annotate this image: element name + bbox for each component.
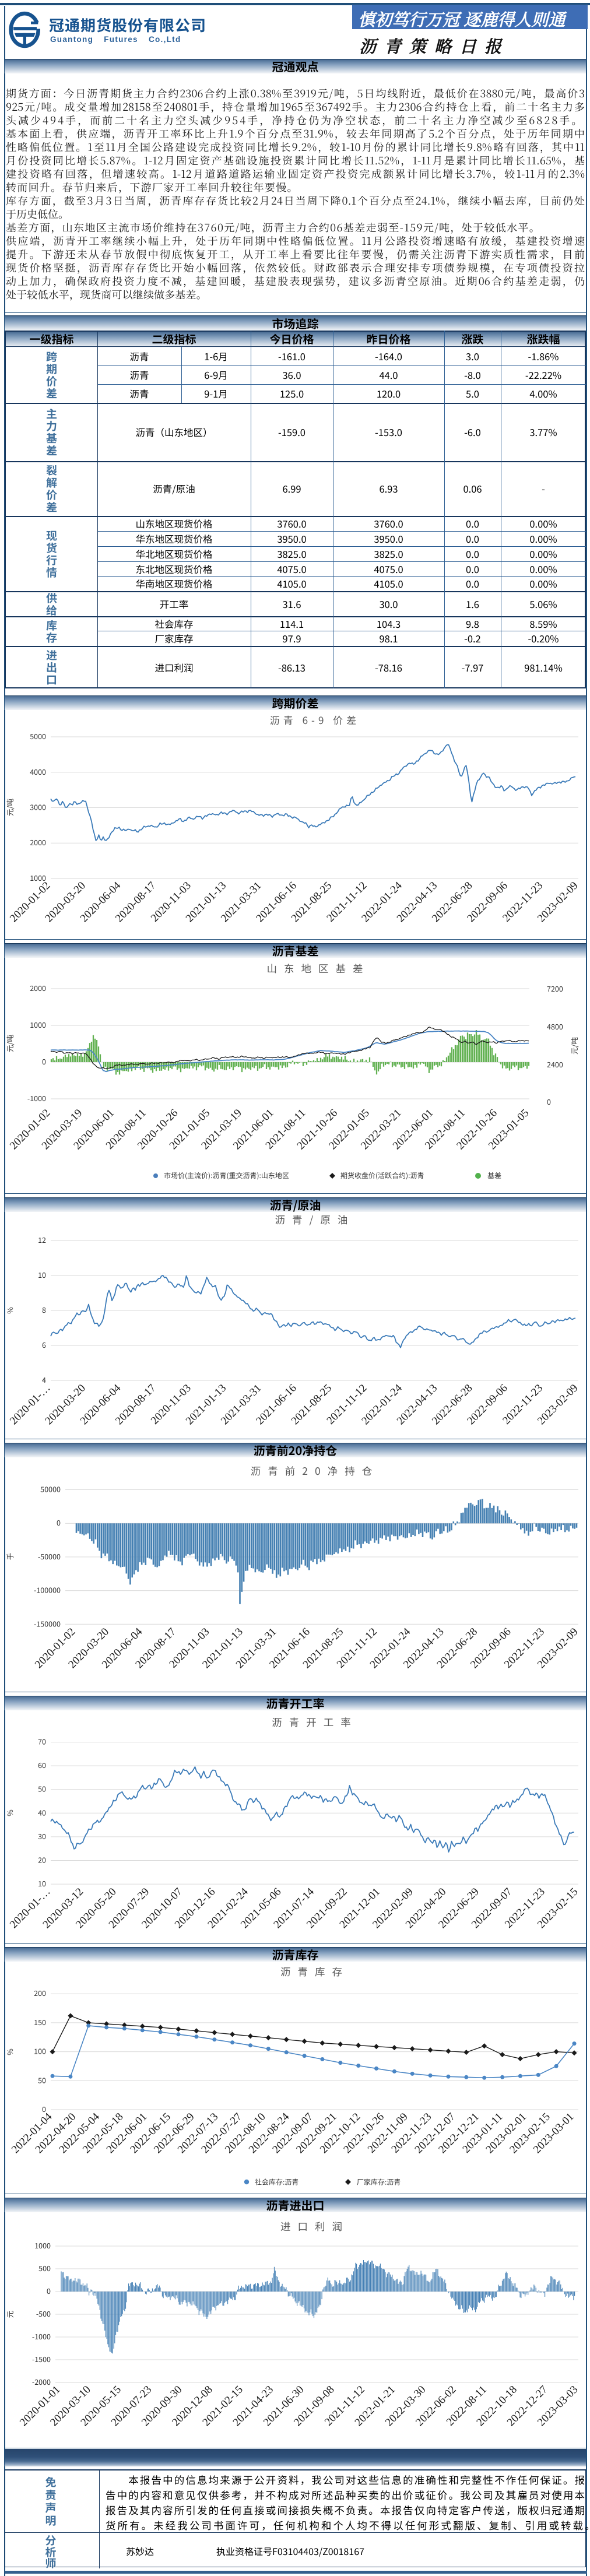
svg-text:沥青/原油: 沥青/原油 (275, 1213, 355, 1227)
svg-text:200: 200 (34, 1987, 46, 1998)
svg-text:沥青开工率: 沥青开工率 (272, 1715, 358, 1730)
svg-text:期货收盘价(活跃合约):沥青: 期货收盘价(活跃合约):沥青 (340, 1171, 424, 1180)
svg-text:12: 12 (38, 1234, 46, 1245)
svg-text:2400: 2400 (547, 1059, 563, 1070)
svg-text:50: 50 (38, 2074, 46, 2085)
svg-text:1000: 1000 (34, 2240, 51, 2251)
svg-text:40: 40 (38, 1807, 46, 1818)
svg-text:元: 元 (4, 2311, 15, 2318)
svg-text:60: 60 (38, 1759, 46, 1770)
svg-text:手: 手 (4, 1553, 15, 1561)
svg-text:社会库存:沥青: 社会库存:沥青 (255, 2177, 298, 2187)
svg-text:进口利润: 进口利润 (280, 2219, 349, 2234)
svg-text:150: 150 (34, 2016, 46, 2027)
svg-text:2000: 2000 (30, 982, 46, 993)
svg-text:4800: 4800 (547, 1021, 563, 1032)
svg-text:-1000: -1000 (32, 2331, 51, 2342)
svg-text:元/吨: 元/吨 (4, 1035, 15, 1052)
svg-text:5000: 5000 (30, 730, 46, 741)
svg-text:50000: 50000 (40, 1484, 61, 1495)
svg-text:厂家库存:沥青: 厂家库存:沥青 (357, 2177, 401, 2187)
svg-text:沥青库存: 沥青库存 (280, 1964, 349, 1979)
svg-text:1000: 1000 (30, 872, 46, 883)
svg-text:10: 10 (38, 1269, 46, 1280)
svg-text:8: 8 (42, 1304, 46, 1315)
svg-text:3000: 3000 (30, 802, 46, 813)
svg-text:-2000: -2000 (32, 2376, 51, 2387)
svg-text:70: 70 (38, 1736, 46, 1747)
svg-text:4: 4 (42, 1374, 46, 1385)
svg-text:-150000: -150000 (34, 1618, 61, 1629)
svg-text:元/吨: 元/吨 (4, 799, 15, 816)
svg-text:2000: 2000 (30, 837, 46, 848)
svg-text:20: 20 (38, 1854, 46, 1865)
svg-text:4000: 4000 (30, 766, 46, 777)
svg-text:100: 100 (34, 2046, 46, 2057)
svg-text:-1500: -1500 (32, 2353, 51, 2364)
svg-text:%: % (4, 1307, 15, 1314)
svg-text:-100000: -100000 (34, 1584, 61, 1595)
svg-text:基差: 基差 (487, 1171, 501, 1180)
svg-text:市场价(主流价):沥青(重交沥青):山东地区: 市场价(主流价):沥青(重交沥青):山东地区 (164, 1171, 289, 1180)
svg-text:%: % (4, 2048, 15, 2055)
svg-text:沥青 6-9 价差: 沥青 6-9 价差 (270, 712, 360, 727)
svg-text:0: 0 (47, 2285, 51, 2296)
svg-text:500: 500 (38, 2262, 51, 2273)
svg-text:6: 6 (42, 1339, 46, 1350)
svg-text:10: 10 (38, 1878, 46, 1889)
svg-text:沥青前20净持仓: 沥青前20净持仓 (251, 1464, 379, 1478)
svg-text:0: 0 (42, 2103, 46, 2114)
svg-text:-500: -500 (36, 2308, 51, 2319)
svg-text:0: 0 (42, 1056, 46, 1067)
svg-text:-50000: -50000 (38, 1551, 61, 1562)
svg-text:30: 30 (38, 1830, 46, 1841)
svg-text:%: % (4, 1809, 15, 1816)
svg-text:0: 0 (57, 1517, 61, 1528)
svg-text:-1000: -1000 (27, 1092, 46, 1104)
svg-text:1000: 1000 (30, 1019, 46, 1030)
svg-text:7200: 7200 (547, 983, 563, 994)
svg-text:元/吨: 元/吨 (568, 1037, 580, 1055)
svg-text:0: 0 (547, 1096, 551, 1107)
svg-text:山东地区基差: 山东地区基差 (267, 961, 370, 976)
svg-text:50: 50 (38, 1783, 46, 1794)
